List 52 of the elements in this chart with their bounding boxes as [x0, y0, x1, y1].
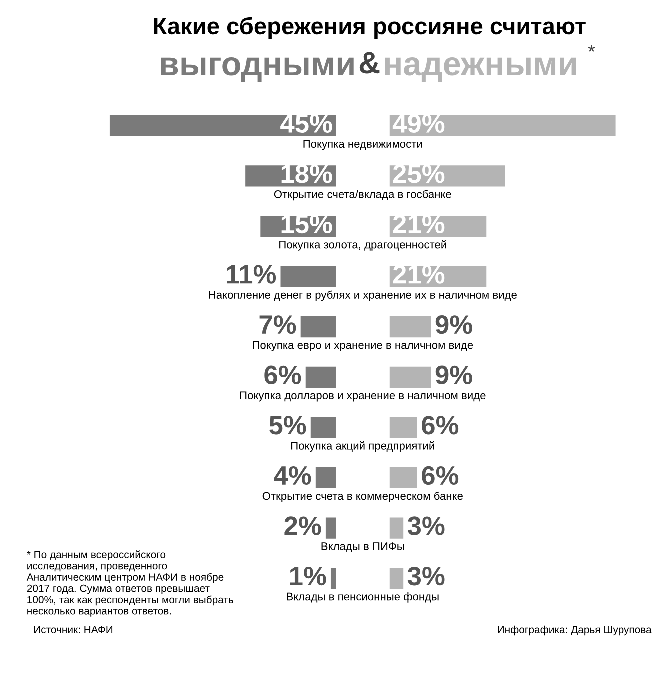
text: Инфографика: Дарья Шурупова: [498, 626, 652, 636]
chart-title: Какие сбережения россияне считают: [154, 17, 586, 40]
y-tick-label: Открытие счета/вклада в госбанке: [274, 190, 452, 201]
y-tick-label: Покупка недвижимости: [304, 140, 422, 150]
y-tick-label: Покупка акций предприятий: [292, 442, 434, 452]
text: Источник: НАФИ: [34, 626, 113, 634]
data-label: 9%: [436, 366, 472, 384]
y-tick-label: Накопление денег в рублях и хранение их в наличном виде: [209, 290, 517, 302]
bar: [280, 266, 336, 288]
data-label: 21%: [393, 265, 445, 284]
bar: [390, 518, 404, 539]
y-tick-label: Покупка долларов и хранение в наличном виде: [240, 392, 486, 402]
bar: [390, 115, 616, 136]
data-label: 3%: [408, 566, 445, 586]
data-label: 25%: [393, 164, 445, 184]
data-label: 7%: [260, 316, 296, 334]
data-label: 2%: [284, 516, 322, 536]
y-tick-label: Покупка евро и хранение в наличном виде: [253, 341, 474, 352]
y-tick-label: Вклады в ПИФы: [322, 542, 404, 552]
data-label: 6%: [422, 416, 459, 435]
bar: [110, 115, 336, 136]
y-tick-label: Вклады в пенсионные фонды: [287, 592, 439, 603]
data-label: 21%: [393, 214, 445, 234]
bar: [390, 467, 418, 489]
bar: [390, 316, 432, 338]
bar: [316, 467, 336, 489]
data-label: 9%: [436, 316, 472, 334]
bar: [326, 518, 336, 539]
bar: [310, 417, 336, 438]
series-label: выгодными: [161, 58, 354, 82]
data-label: 5%: [270, 416, 306, 435]
y-tick-label: Покупка золота, драгоценностей: [280, 240, 446, 251]
bar: [306, 366, 336, 388]
bar: [390, 568, 404, 590]
text: *: [588, 45, 596, 52]
y-tick-label: Открытие счета в коммерческом банке: [262, 492, 463, 502]
data-label: 6%: [422, 466, 459, 486]
chart-subtitle: &: [360, 52, 380, 74]
data-label: 45%: [280, 114, 332, 134]
data-label: 11%: [227, 265, 276, 284]
bar: [390, 417, 418, 438]
bar: [390, 366, 432, 388]
data-label: 1%: [290, 567, 326, 586]
data-label: 3%: [408, 516, 445, 536]
data-label: 4%: [274, 466, 312, 486]
data-label: 15%: [282, 214, 332, 234]
series-label: надежными: [385, 58, 576, 82]
data-label: 6%: [264, 366, 302, 384]
data-label: 18%: [282, 164, 332, 184]
bar: [300, 316, 336, 338]
data-label: 49%: [392, 114, 445, 134]
annotation: * По данным всероссийского исследования, проведенного Аналитическим центром НАФИ в ноябре 2017 года. Сумма ответов превышает 100%, так как респонденты могли выбрать несколько вариантов ответов.: [26, 550, 234, 617]
